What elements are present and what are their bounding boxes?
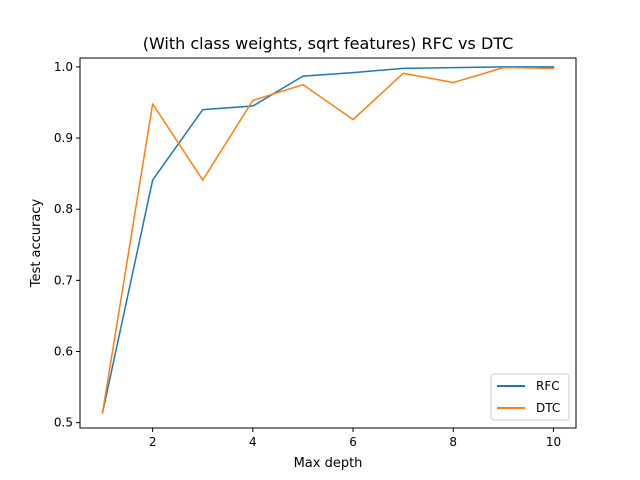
legend: RFC DTC xyxy=(490,373,570,421)
y-tick-label: 0.5 xyxy=(54,416,73,430)
y-tick-label: 0.7 xyxy=(54,273,73,287)
y-tick-label: 0.8 xyxy=(54,202,73,216)
y-axis: 0.5 0.6 0.7 0.8 0.9 1.0 xyxy=(54,60,80,430)
x-tick-label: 6 xyxy=(349,435,357,449)
chart-title: (With class weights, sqrt features) RFC … xyxy=(143,34,514,53)
legend-label-dtc: DTC xyxy=(536,401,560,415)
x-axis-label: Max depth xyxy=(294,456,363,471)
x-tick-label: 8 xyxy=(449,435,457,449)
x-axis: 2 4 6 8 10 xyxy=(149,428,561,449)
series-line-rfc xyxy=(101,66,555,414)
plot-area xyxy=(79,57,577,429)
axes-frame xyxy=(79,57,577,429)
x-tick-label: 10 xyxy=(546,435,561,449)
y-tick-label: 0.6 xyxy=(54,345,73,359)
legend-label-rfc: RFC xyxy=(536,379,560,393)
y-axis-label: Test accuracy xyxy=(29,199,44,289)
series-layer xyxy=(101,66,555,414)
x-tick-label: 4 xyxy=(249,435,257,449)
series-line-dtc xyxy=(101,66,555,414)
y-tick-label: 1.0 xyxy=(54,60,73,74)
y-tick-label: 0.9 xyxy=(54,131,73,145)
x-tick-label: 2 xyxy=(149,435,157,449)
